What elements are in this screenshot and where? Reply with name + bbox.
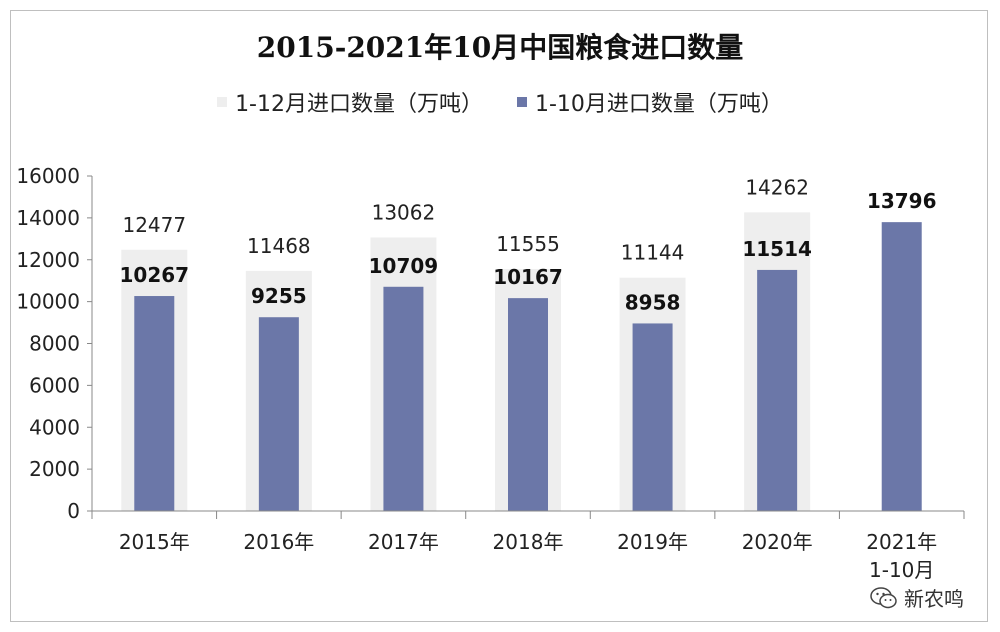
x-tick-label: 2017年 bbox=[368, 530, 439, 554]
x-tick-label: 2018年 bbox=[493, 530, 564, 554]
legend-label-jan-oct: 1-10月进口数量（万吨） bbox=[535, 92, 783, 117]
data-label-jan-oct: 10167 bbox=[493, 265, 563, 289]
legend-swatch-annual bbox=[217, 97, 228, 107]
bar-jan-oct bbox=[881, 222, 922, 512]
bar-jan-oct bbox=[134, 296, 175, 511]
y-tick-label: 10000 bbox=[16, 290, 80, 314]
x-tick-label: 2015年 bbox=[119, 530, 190, 554]
data-label-jan-oct: 10709 bbox=[369, 254, 439, 278]
legend-swatch-jan-oct bbox=[517, 97, 527, 107]
data-label-jan-oct: 11514 bbox=[742, 237, 812, 261]
data-label-jan-oct: 8958 bbox=[625, 290, 681, 314]
data-label-annual: 12477 bbox=[122, 213, 186, 237]
watermark-text: 新农鸣 bbox=[904, 587, 964, 611]
wechat-icon bbox=[870, 586, 897, 608]
y-tick-label: 16000 bbox=[16, 164, 80, 188]
bar-jan-oct bbox=[383, 286, 424, 511]
data-label-jan-oct: 10267 bbox=[119, 263, 189, 287]
data-label-annual: 11555 bbox=[496, 232, 560, 256]
data-label-annual: 14262 bbox=[745, 175, 809, 199]
watermark: 新农鸣 bbox=[870, 583, 964, 612]
y-tick-label: 8000 bbox=[29, 332, 80, 356]
x-tick-label: 2016年 bbox=[243, 530, 314, 554]
y-tick-label: 12000 bbox=[16, 248, 80, 272]
bar-jan-oct bbox=[508, 298, 548, 511]
legend-item-annual: 1-12月进口数量（万吨） bbox=[217, 86, 483, 118]
chart-title: 2015-2021年10月中国粮食进口数量 bbox=[256, 31, 744, 64]
data-label-jan-oct: 9255 bbox=[251, 284, 307, 308]
bar-jan-oct bbox=[632, 323, 673, 511]
x-tick-label: 2020年 bbox=[742, 530, 813, 554]
x-tick-label: 1-10月 bbox=[869, 558, 934, 582]
data-label-annual: 13062 bbox=[372, 201, 436, 225]
legend-label-annual: 1-12月进口数量（万吨） bbox=[235, 92, 483, 117]
bar-jan-oct bbox=[258, 317, 299, 511]
x-tick-label: 2021年 bbox=[866, 530, 937, 554]
data-label-annual: 11468 bbox=[247, 234, 311, 258]
legend: 1-12月进口数量（万吨） 1-10月进口数量（万吨） bbox=[0, 86, 1000, 118]
data-label-jan-oct: 13796 bbox=[867, 189, 937, 213]
x-tick-label: 2019年 bbox=[617, 530, 688, 554]
legend-item-jan-oct: 1-10月进口数量（万吨） bbox=[517, 86, 783, 118]
y-tick-label: 4000 bbox=[29, 415, 80, 439]
y-tick-label: 2000 bbox=[29, 457, 80, 481]
y-tick-label: 14000 bbox=[16, 206, 80, 230]
bar-jan-oct bbox=[757, 269, 798, 511]
data-label-annual: 11144 bbox=[621, 241, 685, 265]
y-tick-label: 6000 bbox=[29, 373, 80, 397]
y-tick-label: 0 bbox=[67, 499, 80, 523]
